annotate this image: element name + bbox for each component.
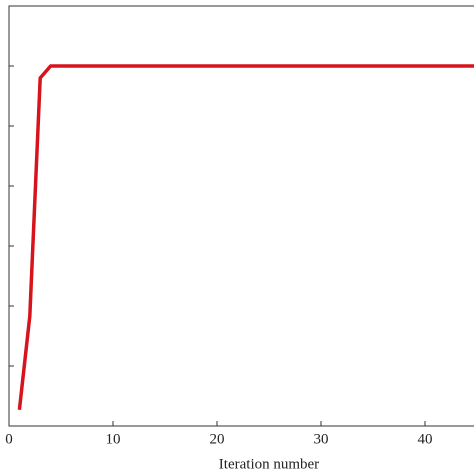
x-tick-label: 10: [106, 431, 121, 447]
line: [17, 64, 474, 410]
x-axis-label: Iteration number: [219, 456, 319, 472]
plot-frame: [8, 5, 474, 427]
x-tick-label: 30: [314, 431, 329, 447]
x-tick-label: 0: [5, 431, 13, 447]
x-tick-label: 40: [418, 431, 433, 447]
x-tick-label: 20: [210, 431, 225, 447]
